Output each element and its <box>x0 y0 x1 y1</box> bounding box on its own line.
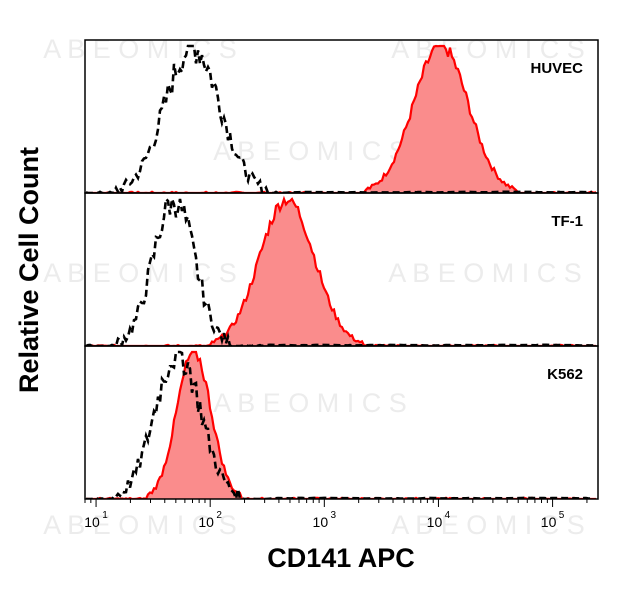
watermark-text: A B E O M I C S <box>213 388 407 418</box>
histogram-panels: HUVEC TF-1 K562 <box>84 39 599 500</box>
stained-histogram-line <box>85 195 596 346</box>
watermark-text: A B E O M I C S <box>43 34 237 64</box>
panel-label: HUVEC <box>530 60 583 77</box>
control-histogram-line <box>85 44 593 193</box>
tick-label-base: 10 <box>198 514 214 530</box>
watermark-layer: A B E O M I C S A B E O M I C S A B E O M … <box>43 34 585 540</box>
watermark-text: A B E O M I C S <box>388 258 582 288</box>
panel-label: TF-1 <box>551 213 583 230</box>
stained-histogram-line <box>86 44 597 193</box>
tick-label: 10 5 <box>541 510 565 530</box>
tick-label-exponent: 3 <box>331 510 337 521</box>
tick-label-base: 10 <box>313 514 329 530</box>
y-axis-label: Relative Cell Count <box>14 147 44 393</box>
panel-frame <box>84 345 599 500</box>
control-histogram-line <box>85 196 597 346</box>
tick-label-exponent: 5 <box>559 510 565 521</box>
panel-k562: K562 <box>84 345 599 500</box>
watermark-text: A B E O M I C S <box>213 136 407 166</box>
tick-label: 10 2 <box>198 510 222 530</box>
watermark-text: A B E O M I C S <box>391 510 585 540</box>
tick-label: 10 4 <box>427 510 451 530</box>
stained-histogram-fill <box>85 352 597 499</box>
x-axis: 10 1 10 2 10 3 10 4 10 5 <box>84 499 588 530</box>
tick-label: 10 3 <box>313 510 337 530</box>
watermark-text: A B E O M I C S <box>391 34 585 64</box>
x-axis-label: CD141 APC <box>267 543 415 573</box>
watermark-text: A B E O M I C S <box>43 510 237 540</box>
tick-label: 10 1 <box>84 510 108 530</box>
control-histogram-line <box>86 350 591 499</box>
tick-label-exponent: 1 <box>102 510 108 521</box>
tick-label-base: 10 <box>427 514 443 530</box>
tick-label-exponent: 2 <box>216 510 222 521</box>
tick-label-base: 10 <box>84 514 100 530</box>
watermark-text: A B E O M I C S <box>43 258 237 288</box>
stained-histogram-fill <box>85 46 597 193</box>
tick-label-exponent: 4 <box>445 510 451 521</box>
panel-label: K562 <box>547 366 583 383</box>
tick-label-base: 10 <box>541 514 557 530</box>
